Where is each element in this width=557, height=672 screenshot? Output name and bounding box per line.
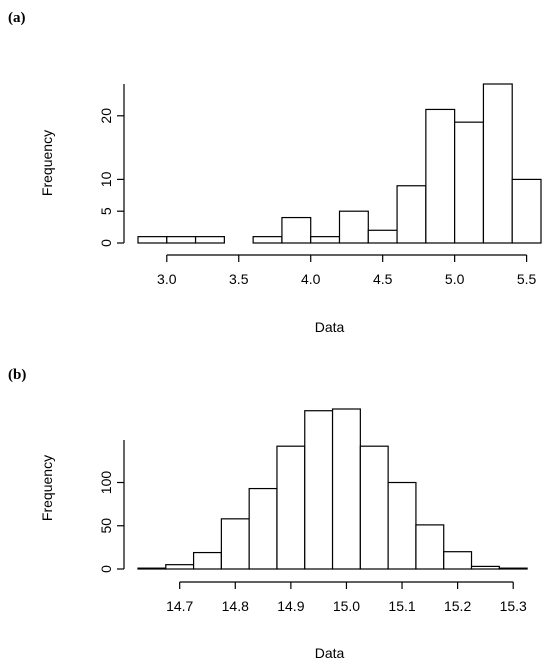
histogram-a-y-tick-label-0: 0 bbox=[98, 239, 114, 247]
histogram-b-x-axis-label: Data bbox=[315, 645, 345, 661]
histogram-b-bar-11 bbox=[443, 551, 473, 570]
histogram-a-bar-4 bbox=[252, 236, 283, 244]
histogram-b-bar-9 bbox=[387, 481, 417, 570]
histogram-a-bar-2 bbox=[194, 236, 225, 244]
histogram-b-x-tick-label-0: 14.7 bbox=[166, 598, 193, 614]
histogram-b-bar-10 bbox=[415, 524, 445, 570]
histogram-a-y-tick-label-1: 5 bbox=[98, 207, 114, 215]
histogram-a-bar-7 bbox=[338, 210, 369, 244]
histogram-b-bar-5 bbox=[276, 445, 306, 570]
histogram-a-y-axis-label: Frequency bbox=[39, 130, 55, 196]
histogram-b-x-tick-label-2: 14.9 bbox=[277, 598, 304, 614]
histogram-b-y-axis-label: Frequency bbox=[39, 455, 55, 521]
histogram-b-y-tick-label-1: 50 bbox=[98, 518, 114, 534]
histogram-a-x-tick-label-5: 5.5 bbox=[517, 271, 537, 287]
histogram-a-bar-0 bbox=[137, 236, 168, 244]
histogram-a-bar-5 bbox=[281, 216, 312, 244]
histogram-b-bar-3 bbox=[220, 518, 250, 570]
histogram-b-x-tick-label-1: 14.8 bbox=[222, 598, 249, 614]
histogram-b-bar-7 bbox=[331, 408, 361, 570]
histogram-a-bar-9 bbox=[396, 185, 427, 244]
histogram-a-x-tick-label-1: 3.5 bbox=[229, 271, 249, 287]
histogram-a-x-tick-label-3: 4.5 bbox=[373, 271, 393, 287]
histogram-b-x-tick-label-4: 15.1 bbox=[388, 598, 415, 614]
histogram-a-bar-11 bbox=[454, 121, 485, 244]
histogram-a-y-tick-label-2: 10 bbox=[98, 171, 114, 187]
histogram-b-x-tick-label-6: 15.3 bbox=[500, 598, 527, 614]
histogram-a-bar-1 bbox=[166, 236, 197, 244]
histogram-b-x-tick-label-3: 15.0 bbox=[333, 598, 360, 614]
histogram-a-x-axis-label: Data bbox=[315, 319, 345, 335]
histogram-b-bar-12 bbox=[470, 565, 500, 570]
panel-b-label: (b) bbox=[8, 367, 27, 383]
histogram-a-bar-13 bbox=[511, 178, 542, 244]
histogram-b-bar-0 bbox=[137, 567, 167, 570]
histogram-a-bar-12 bbox=[482, 83, 513, 244]
histogram-b-bar-2 bbox=[192, 551, 222, 570]
panel-a-label: (a) bbox=[8, 10, 26, 26]
histogram-b-bar-1 bbox=[165, 564, 195, 570]
histogram-b-bar-13 bbox=[498, 567, 528, 570]
histogram-a-x-tick-label-0: 3.0 bbox=[157, 271, 177, 287]
histogram-b-x-tick-label-5: 15.2 bbox=[444, 598, 471, 614]
histogram-a-x-tick-label-2: 4.0 bbox=[301, 271, 321, 287]
histogram-a-y-tick-label-3: 20 bbox=[98, 108, 114, 124]
histogram-a-bar-8 bbox=[367, 229, 398, 244]
histogram-b-bar-6 bbox=[304, 410, 334, 570]
histogram-b-bar-4 bbox=[248, 487, 278, 570]
histogram-b-y-tick-label-2: 100 bbox=[98, 471, 114, 495]
histogram-b-bar-8 bbox=[359, 445, 389, 570]
histogram-a-bar-6 bbox=[310, 236, 341, 244]
histogram-a-x-tick-label-4: 5.0 bbox=[445, 271, 465, 287]
histogram-b-y-tick-label-0: 0 bbox=[98, 565, 114, 573]
histogram-a-bar-10 bbox=[425, 108, 456, 244]
